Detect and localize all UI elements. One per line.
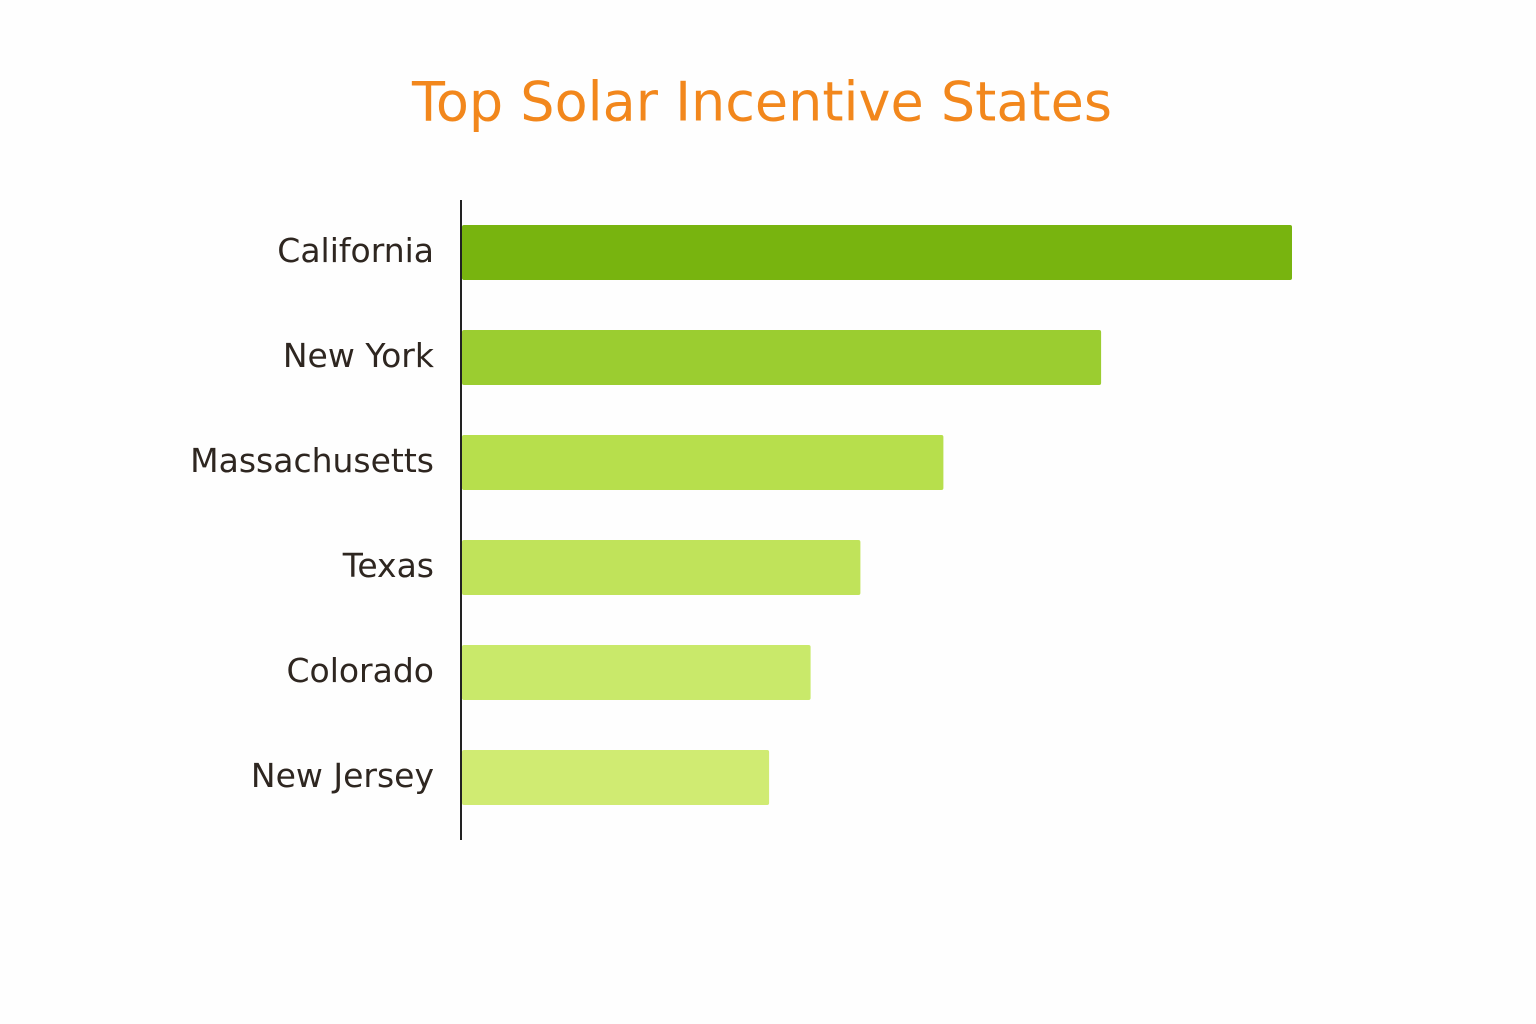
chart-title: Top Solar Incentive States: [411, 71, 1112, 134]
bar: [462, 750, 770, 805]
category-label: New Jersey: [251, 756, 434, 795]
category-label: Colorado: [286, 651, 434, 690]
category-label: New York: [283, 336, 435, 375]
category-label: Massachusetts: [190, 441, 434, 480]
bar: [462, 225, 1292, 280]
bar: [462, 330, 1102, 385]
bar: [462, 645, 811, 700]
category-label: California: [277, 231, 434, 270]
bar: [462, 540, 861, 595]
category-label: Texas: [342, 546, 434, 585]
bar: [462, 435, 944, 490]
